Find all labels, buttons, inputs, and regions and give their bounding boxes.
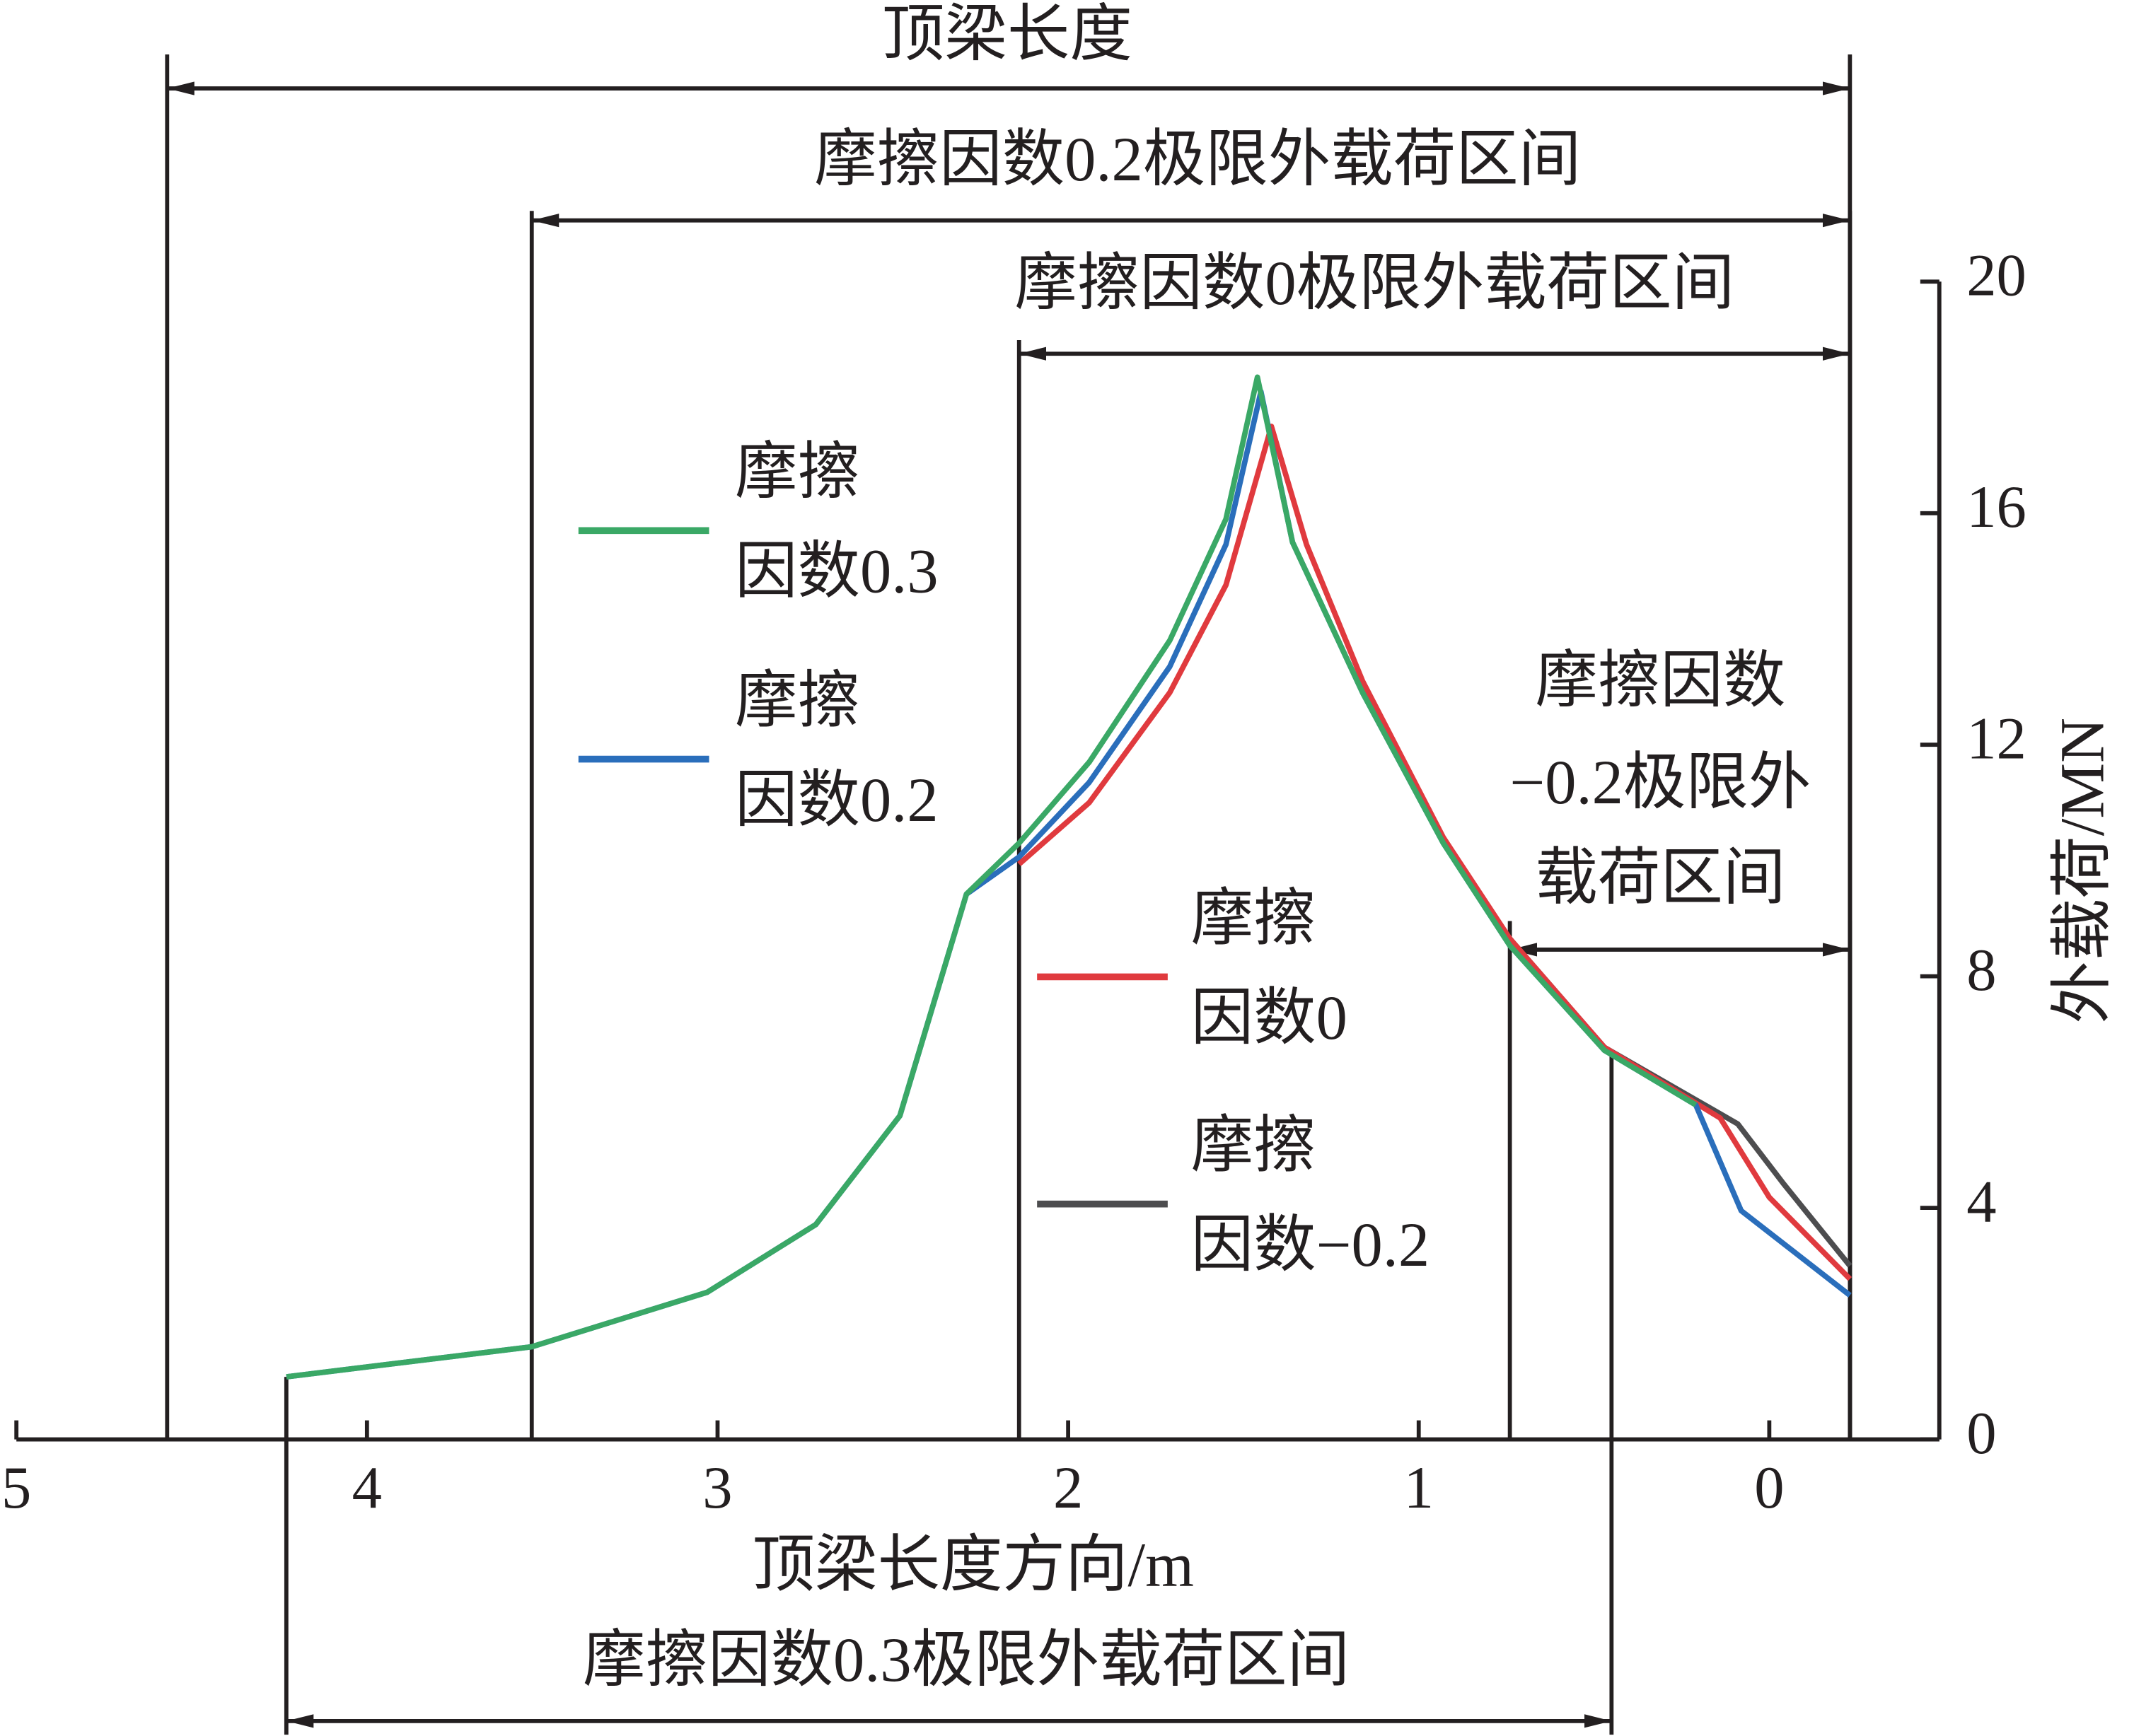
series-line [1017, 424, 1852, 1281]
interval-label: 摩擦因数 [1535, 646, 1785, 716]
legend-label-line: 因数0 [1191, 984, 1347, 1053]
legend-label-line: 因数0.2 [735, 766, 939, 835]
interval-label: 载荷区间 [1535, 844, 1785, 913]
legend-label-line: 摩擦 [1191, 885, 1316, 954]
legend-label-line: 因数0.3 [735, 537, 939, 607]
y-tick-label: 16 [1966, 474, 2026, 540]
y-tick-label: 4 [1966, 1170, 1996, 1235]
legend-label: 摩擦因数0.2 [735, 667, 939, 835]
x-tick-label: 5 [1, 1455, 31, 1521]
legend-label-line: 摩擦 [735, 438, 860, 508]
x-tick-label: 1 [1404, 1455, 1434, 1521]
x-tick-label: 3 [702, 1455, 732, 1521]
y-tick-label: 12 [1966, 706, 2026, 772]
legend-label: 摩擦因数0.3 [735, 438, 939, 607]
y-tick-label: 0 [1966, 1401, 1996, 1467]
y-tick-label: 20 [1966, 243, 2026, 309]
legend-label-line: 因数−0.2 [1191, 1211, 1430, 1280]
x-tick-label: 0 [1754, 1455, 1784, 1521]
y-tick-label: 8 [1966, 938, 1996, 1003]
x-tick-label: 4 [352, 1455, 382, 1521]
y-axis-label: 外载荷/MN [2048, 718, 2118, 1024]
interval-label: 顶梁长度 [882, 0, 1132, 69]
legend-label-line: 摩擦 [735, 667, 860, 736]
interval-label: 摩擦因数0极限外载荷区间 [1014, 249, 1734, 318]
x-tick-label: 2 [1053, 1455, 1083, 1521]
legend-label: 摩擦因数0 [1191, 885, 1347, 1053]
interval-label: 摩擦因数0.3极限外载荷区间 [583, 1626, 1350, 1695]
legend-label: 摩擦因数−0.2 [1191, 1112, 1430, 1280]
interval-label: 摩擦因数0.2极限外载荷区间 [814, 125, 1581, 194]
series-line [286, 374, 1698, 1380]
interval-label: −0.2极限外 [1509, 748, 1811, 817]
x-axis-label: 顶梁长度方向/m [753, 1531, 1194, 1600]
legend-label-line: 摩擦 [1191, 1112, 1316, 1181]
series-line [1507, 936, 1852, 1268]
